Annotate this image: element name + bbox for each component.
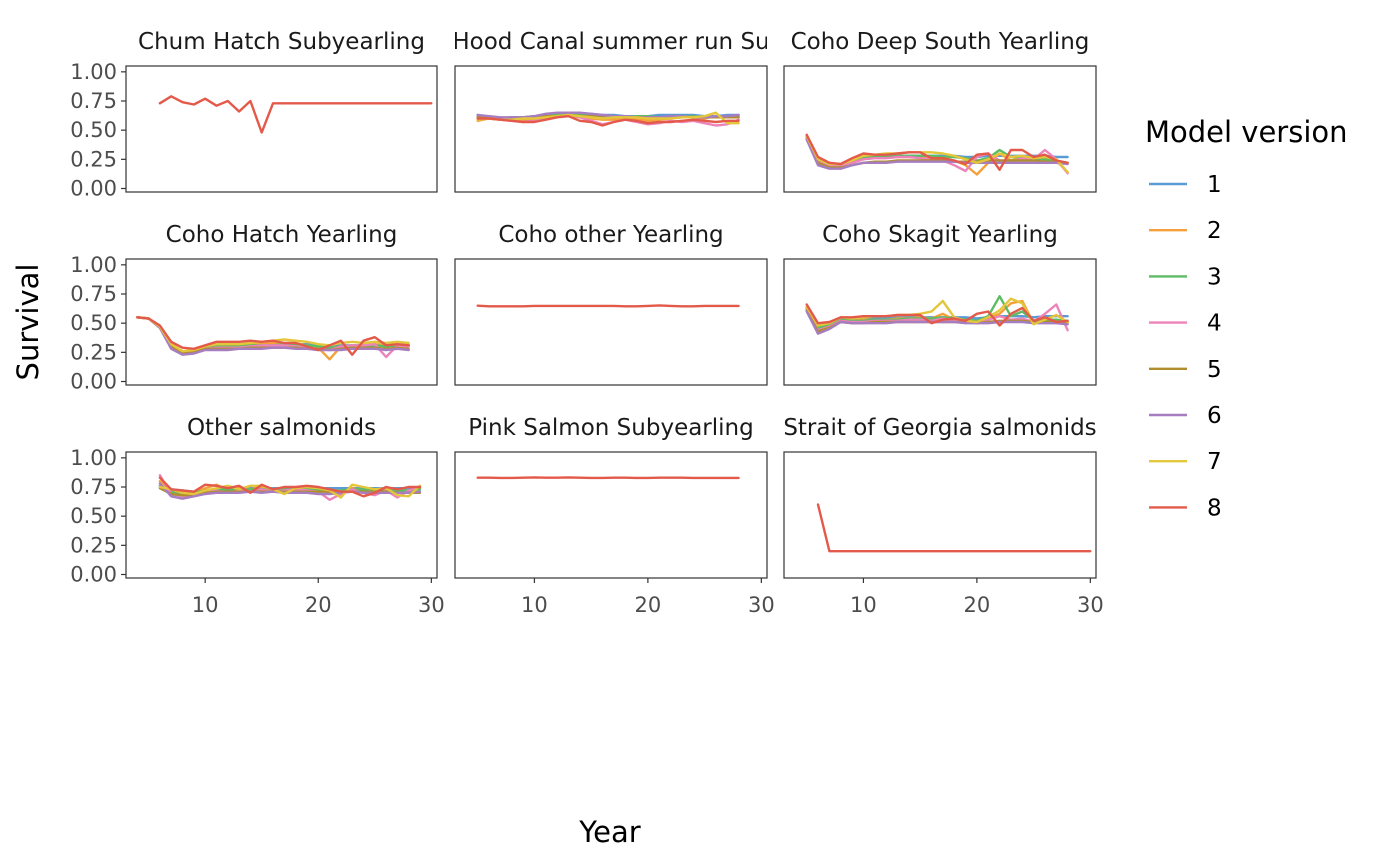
legend-label: 5 [1207,357,1222,383]
x-tick-label: 20 [305,593,332,617]
y-tick-label: 0.00 [70,370,117,394]
panel-frame [454,258,768,386]
y-axis-title: Survival [11,264,45,381]
series-line-version-7 [476,111,740,125]
facet-panel: Chum Hatch Subyearling 0.00 0.25 0.50 0.75 1.… [70,29,438,201]
facet-panel: Coho other Yearling [454,222,768,386]
series-line-version-6 [136,316,410,356]
x-tick-label: 20 [635,593,662,617]
series-line-version-8 [816,503,1092,553]
x-axis-title: Year [578,815,640,849]
y-tick-label: 0.00 [70,177,117,201]
facet-panel: Hood Canal summer run Su [452,29,769,193]
legend-entry: 2 [1149,218,1222,244]
series-line-version-6 [805,138,1069,170]
legend-label: 1 [1207,172,1222,198]
y-tick-label: 1.00 [70,60,117,84]
panel-frame [125,65,438,193]
facet-strip-title: Chum Hatch Subyearling [138,29,425,55]
legend-label: 8 [1207,495,1222,521]
facet-strip-title: Coho Skagit Yearling [822,222,1058,248]
panel-frame [783,65,1097,193]
facet-strip-title: Hood Canal summer run Su [452,29,769,55]
y-tick-label: 0.50 [70,504,117,528]
x-tick-label: 10 [850,593,877,617]
series-line-version-8 [476,304,740,308]
x-tick-label: 10 [192,593,219,617]
series-line-version-8 [805,303,1069,327]
x-tick-label: 30 [418,593,445,617]
facet-panel: Pink Salmon Subyearling 10 20 30 [454,415,775,617]
series-line-version-7 [805,134,1069,174]
legend-entry: 4 [1149,311,1222,337]
panel-frame [125,258,438,386]
series-line-version-8 [476,114,740,127]
legend-label: 6 [1207,403,1222,429]
legend-entry: 5 [1149,357,1222,383]
y-tick-label: 0.00 [70,563,117,587]
y-tick-label: 0.75 [70,282,117,306]
x-tick-label: 10 [521,593,548,617]
panel-frame [454,451,768,579]
facet-strip-title: Pink Salmon Subyearling [468,415,753,441]
series-line-version-8 [805,133,1069,172]
legend-entry: 8 [1149,495,1222,521]
series-line-version-8 [158,476,422,498]
legend-entry: 1 [1149,172,1222,198]
series-line-version-7 [158,483,422,499]
facet-panel: Coho Hatch Yearling 0.00 0.25 0.50 0.75 1.00 [70,222,438,394]
facet-panel: Coho Skagit Yearling [783,222,1097,386]
facet-panel: Coho Deep South Yearling [783,29,1097,193]
series-line-version-8 [158,95,433,134]
panel-frame [125,451,438,579]
legend-title: Model version [1145,115,1348,149]
facet-strip-title: Strait of Georgia salmonids [783,415,1096,441]
facet-panels: Chum Hatch Subyearling 0.00 0.25 0.50 0.75 1.… [70,29,1103,617]
legend-entry: 6 [1149,403,1222,429]
y-tick-label: 0.25 [70,533,117,557]
series-line-version-8 [476,476,740,480]
facet-strip-title: Other salmonids [187,415,376,441]
legend-label: 4 [1207,311,1222,337]
facet-strip-title: Coho Hatch Yearling [166,222,398,248]
y-tick-label: 0.25 [70,147,117,171]
facet-panel: Strait of Georgia salmonids 10 20 30 [783,415,1104,617]
panel-frame [454,65,768,193]
legend-label: 7 [1207,449,1222,475]
x-tick-label: 30 [748,593,775,617]
facet-panel: Other salmonids 0.00 0.25 0.50 0.75 1.00 10 20 3… [70,415,444,617]
legend-entry: 3 [1149,264,1222,290]
series-line-version-8 [136,316,410,356]
y-tick-label: 0.75 [70,475,117,499]
legend: Model version 1 2 3 4 5 6 7 8 [1145,115,1348,521]
legend-label: 3 [1207,264,1222,290]
x-tick-label: 20 [964,593,991,617]
y-tick-label: 1.00 [70,253,117,277]
legend-entry: 7 [1149,449,1222,475]
y-tick-label: 1.00 [70,446,117,470]
legend-label: 2 [1207,218,1222,244]
facet-strip-title: Coho other Yearling [498,222,723,248]
y-tick-label: 0.50 [70,311,117,335]
facet-strip-title: Coho Deep South Yearling [791,29,1090,55]
y-tick-label: 0.25 [70,340,117,364]
x-tick-label: 30 [1077,593,1104,617]
y-tick-label: 0.50 [70,118,117,142]
y-tick-label: 0.75 [70,89,117,113]
panel-frame [783,451,1097,579]
